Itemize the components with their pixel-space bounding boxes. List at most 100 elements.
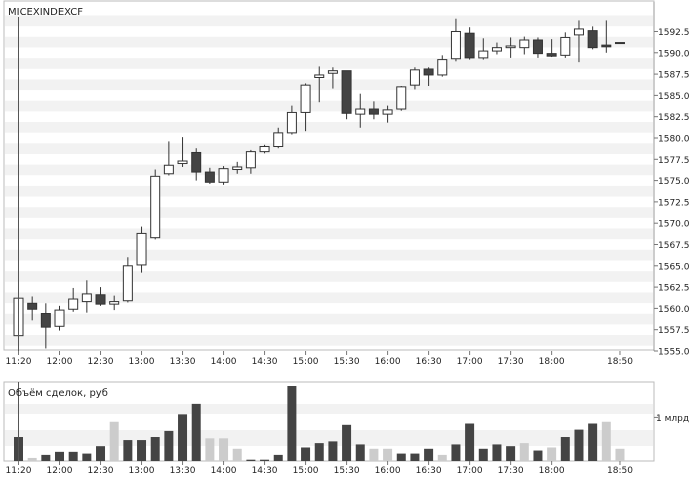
candle-down [587,30,598,49]
volume-axis: 1 млрд [654,414,689,424]
volume-bar [478,448,488,461]
volume-bar [137,440,147,461]
volume-bar [588,423,598,461]
candle-up [81,293,92,303]
candle-up [136,232,147,266]
volume-bar [396,453,406,461]
volume-bar [560,437,570,461]
volume-bar [328,441,338,461]
chart-title: MICEXINDEXCF [8,7,83,18]
time-tick-label: 15:30 [334,357,360,367]
volume-bar [219,438,229,461]
price-tick-label: 1577.5 [658,156,690,166]
price-tick-label: 1562.5 [658,284,690,294]
time-tick-label: 14:30 [252,357,278,367]
price-tick-label: 1590.0 [658,49,690,59]
price-axis: 1555.0 1557.5 1560.0 1562.5 1565.0 1567.5 1570… [653,2,690,358]
volume-bar [492,444,502,461]
time-tick-label: 12:00 [47,357,73,367]
candle-up [300,84,311,113]
grid-band [5,249,653,261]
time-tick-label: 14:00 [211,357,237,367]
candle-down [27,302,38,310]
candle-up [450,30,461,60]
volume-time-tick-label: 13:00 [129,466,155,476]
candle-up [505,45,516,49]
price-tick-label: 1555.0 [658,348,690,358]
volume-bar [383,448,393,461]
grid-band [5,100,653,112]
candle-up [68,298,79,310]
grid-band [5,228,653,240]
grid-band [5,271,653,282]
volume-bar [547,447,557,461]
volume-tick-label: 1 млрд [656,414,689,424]
candle-down [341,70,352,114]
candle-up [54,309,65,327]
volume-bar [205,438,215,461]
candle-down [204,171,215,183]
volume-bars-layer [14,386,625,461]
grid-band [5,164,653,176]
candle-up [478,50,489,59]
candle-up [327,70,338,74]
volume-time-tick-label: 17:00 [457,466,483,476]
volume-bar [451,444,461,461]
volume-bar [314,443,324,461]
volume-bar [301,447,311,461]
volume-bar [68,451,78,461]
candle-up [519,39,530,49]
volume-bar [410,453,420,461]
candle-up [560,36,571,56]
volume-time-tick-label: 18:50 [607,466,633,476]
volume-time-tick-label: 14:00 [211,466,237,476]
price-tick-label: 1560.0 [658,305,690,315]
time-tick-label: 16:00 [375,357,401,367]
price-tick-label: 1567.5 [658,241,690,251]
grid-band [5,292,653,304]
price-tick-label: 1575.0 [658,177,690,187]
candle-up [614,42,625,45]
volume-bar [601,421,611,461]
grid-band [5,185,653,197]
candle-up [286,111,297,134]
grid-band [5,313,653,325]
candle-down [423,68,434,76]
candle-up [314,74,325,78]
time-tick-label: 18:50 [607,357,633,367]
price-tick-label: 1565.0 [658,262,690,272]
volume-time-tick-label: 15:30 [334,466,360,476]
volume-time-tick-label: 15:00 [293,466,319,476]
volume-bar [355,444,365,461]
candle-up [122,265,133,302]
price-tick-label: 1570.0 [658,220,690,230]
candle-up [437,59,448,76]
volume-time-tick-label: 11:20 [6,466,32,476]
candle-down [532,39,543,55]
volume-time-tick-label: 12:30 [88,466,114,476]
candle-up [177,160,188,165]
volume-bar [574,429,584,461]
volume-bar [96,446,106,461]
candle-up [150,175,161,239]
candle-down [40,313,51,328]
volume-bar [533,450,543,461]
candle-up [109,301,120,305]
candle-up [232,166,243,171]
time-tick-label: 18:00 [539,357,565,367]
time-tick-label: 12:30 [88,357,114,367]
candle-up [273,132,284,148]
candle-down [464,32,475,59]
grid-band [5,143,653,154]
volume-bar [246,459,256,461]
volume-bar [369,448,379,461]
volume-time-tick-label: 18:00 [539,466,565,476]
candle-up [382,109,393,115]
volume-bar [55,451,65,461]
time-tick-label: 11:20 [6,357,32,367]
price-tick-label: 1572.5 [658,198,690,208]
price-tick-label: 1592.5 [658,28,690,38]
grid-band [5,36,653,48]
